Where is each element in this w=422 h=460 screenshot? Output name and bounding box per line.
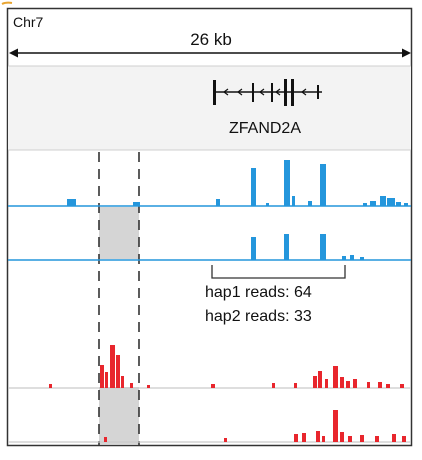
scale-bar-label: 26 kb: [0, 30, 422, 50]
hap2-read-count: hap2 reads: 33: [205, 308, 312, 326]
region-highlight-blue: [99, 207, 139, 259]
corner-accent: [2, 3, 12, 4]
region-highlight-red: [99, 387, 139, 444]
gene-name-label: ZFAND2A: [0, 120, 422, 138]
chromosome-label: Chr7: [13, 14, 43, 30]
hap1-read-count: hap1 reads: 64: [205, 284, 312, 302]
